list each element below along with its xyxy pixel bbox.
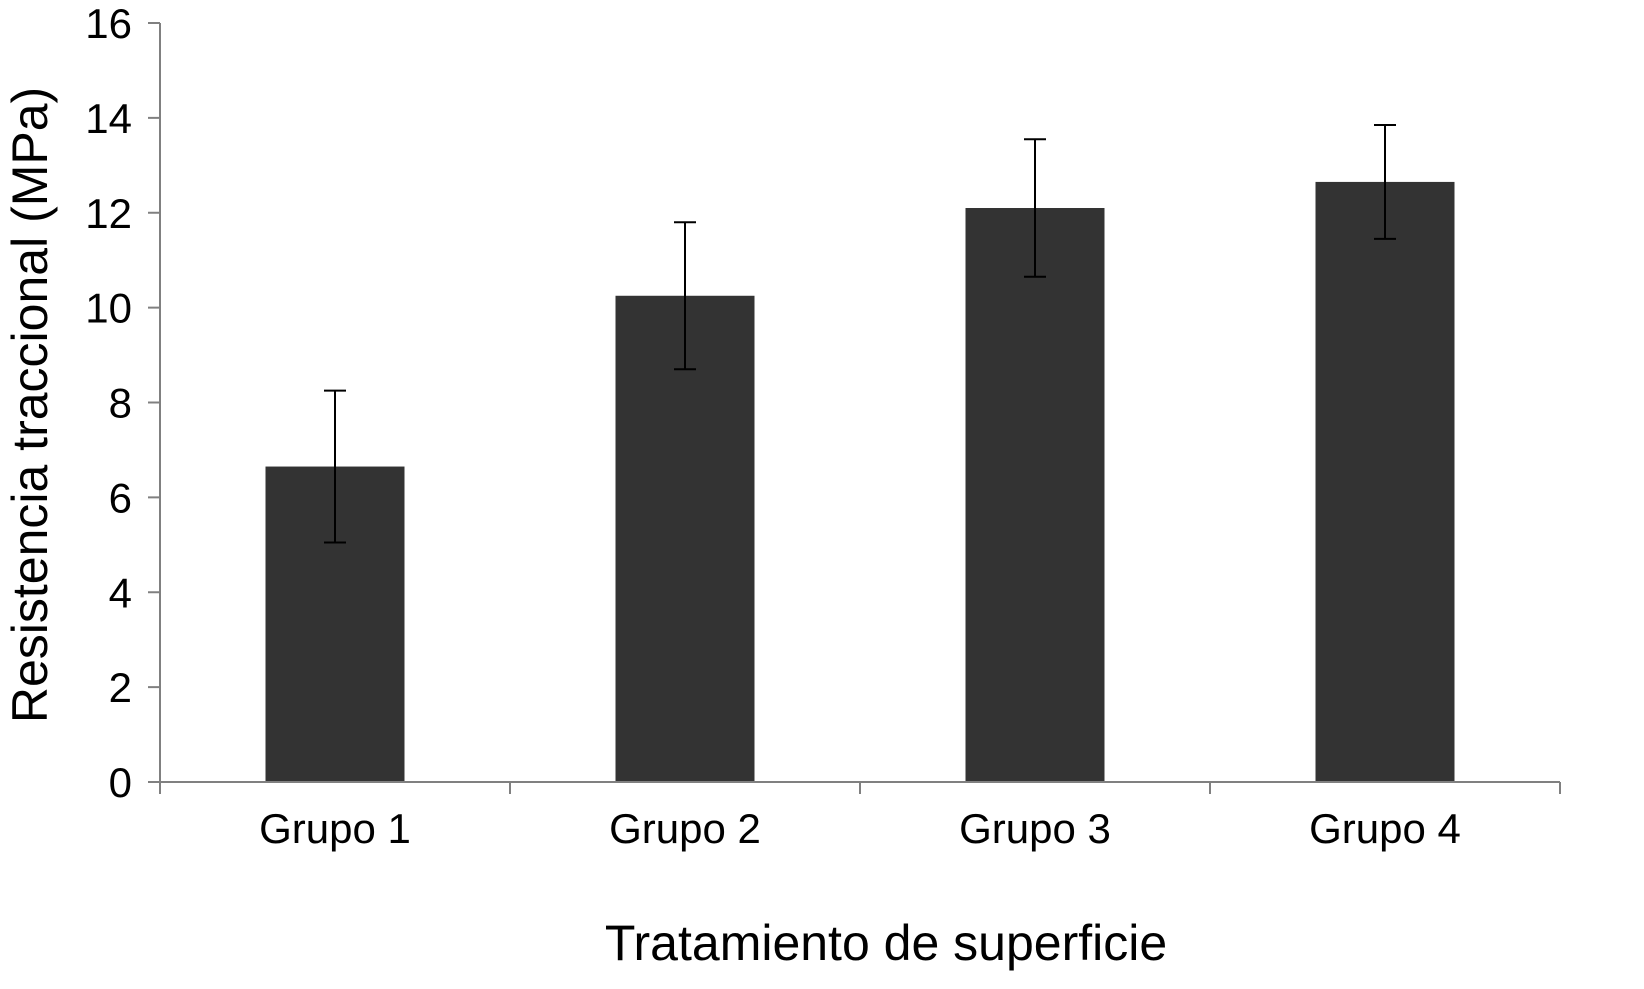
x-tick-label: Grupo 1 [259, 805, 411, 852]
y-tick-label: 16 [85, 0, 132, 47]
y-tick-label: 14 [85, 95, 132, 142]
x-tick-label: Grupo 4 [1309, 805, 1461, 852]
y-tick-label: 8 [109, 380, 132, 427]
error-bars-layer [324, 123, 1396, 544]
labels-layer: Grupo 1 Grupo 2 Grupo 3 Grupo 4 0 2 4 6 8 10 12 14 1… [85, 0, 1461, 852]
bar [965, 208, 1105, 783]
x-tick-label: Grupo 3 [959, 805, 1111, 852]
bars-layer [265, 181, 1455, 783]
y-tick-label: 0 [109, 759, 132, 806]
y-axis-title: Resistencia traccional (MPa) [2, 87, 58, 723]
bar [615, 295, 755, 782]
y-tick-label: 12 [85, 190, 132, 237]
y-tick-label: 2 [109, 664, 132, 711]
y-tick-label: 10 [85, 285, 132, 332]
x-axis-title: Tratamiento de superficie [605, 915, 1167, 971]
y-tick-label: 4 [109, 569, 132, 616]
y-tick-label: 6 [109, 474, 132, 521]
x-tick-label: Grupo 2 [609, 805, 761, 852]
bar [1315, 181, 1455, 782]
axes-layer [148, 22, 1561, 794]
